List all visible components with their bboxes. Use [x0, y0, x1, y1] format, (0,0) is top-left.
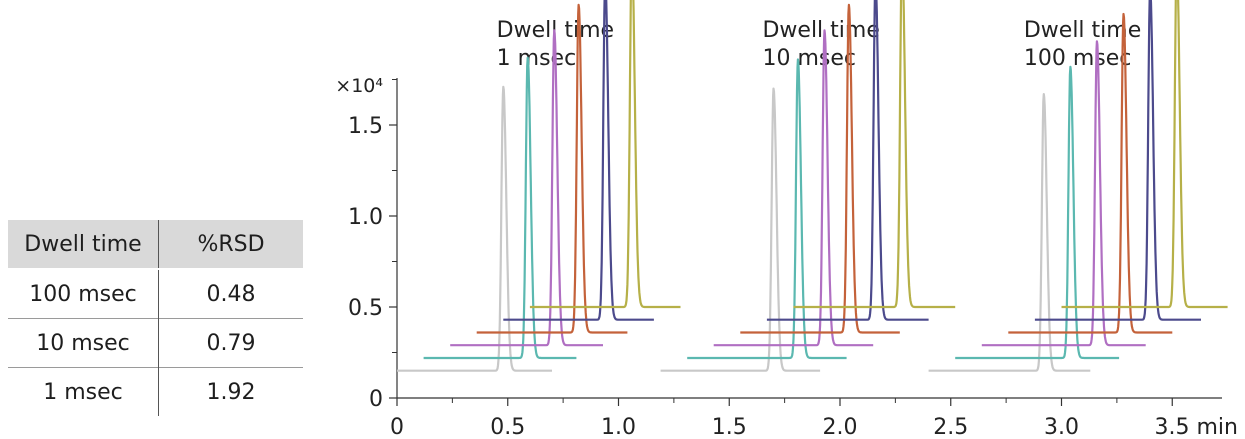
x-tick-label: 1.5 [712, 415, 747, 439]
chromatogram-peak [955, 65, 1120, 360]
chromatogram-peak [713, 29, 874, 347]
y-multiplier-label: ×10⁴ [335, 75, 383, 97]
rsd-table-header-row: Dwell time %RSD [8, 220, 303, 270]
rsd-table-header-rsd: %RSD [158, 220, 303, 270]
chromatogram-peak [1061, 0, 1228, 309]
y-tick-label: 0 [369, 387, 383, 412]
annotation-line2: 10 msec [762, 46, 856, 71]
chromatogram-peak [1008, 12, 1173, 334]
chromatogram-peak [529, 0, 681, 309]
rsd-cell-dwell: 1 msec [8, 367, 159, 416]
annotation-line2: 1 msec [497, 46, 577, 71]
rsd-cell-value: 0.48 [158, 268, 303, 319]
chromatogram-peak [1034, 0, 1201, 321]
y-tick-label: 1.5 [348, 114, 383, 139]
x-tick-label: 3.5 min [1155, 415, 1238, 439]
chromatogram-peak [928, 93, 1091, 372]
x-tick-label: 3.0 [1044, 415, 1079, 439]
rsd-table-row: 1 msec 1.92 [8, 367, 303, 416]
x-tick-label: 2.0 [823, 415, 858, 439]
annotation-line1: Dwell time [762, 18, 879, 43]
chromatogram-peak [423, 56, 577, 360]
chromatogram-peak [740, 3, 900, 334]
x-tick-label: 0 [390, 415, 404, 439]
rsd-cell-dwell: 100 msec [8, 268, 159, 319]
rsd-cell-value: 0.79 [158, 318, 303, 368]
chromatogram-peak [660, 87, 821, 372]
x-tick-label: 0.5 [490, 415, 525, 439]
rsd-table-row: 10 msec 0.79 [8, 318, 303, 368]
annotation-line1: Dwell time [1024, 18, 1141, 43]
rsd-table: Dwell time %RSD 100 msec 0.48 10 msec 0.… [8, 220, 303, 416]
chromatogram-peak [397, 85, 552, 372]
chromatogram-peak [450, 29, 603, 347]
y-tick-label: 1.0 [348, 205, 383, 230]
rsd-cell-value: 1.92 [158, 367, 303, 416]
chromatogram-peak [476, 3, 628, 334]
annotation-line2: 100 msec [1024, 46, 1132, 71]
rsd-cell-dwell: 10 msec [8, 318, 159, 368]
chromatogram-peak [687, 58, 847, 360]
chromatogram-peak [793, 0, 956, 309]
x-tick-label: 2.5 [933, 415, 968, 439]
y-tick-label: 0.5 [348, 296, 383, 321]
x-tick-label: 1.0 [601, 415, 636, 439]
chromatogram-peak [503, 0, 654, 321]
rsd-table-row: 100 msec 0.48 [8, 268, 303, 319]
rsd-table-header-dwell: Dwell time [8, 220, 159, 270]
chromatogram-peak [981, 40, 1146, 347]
chromatogram-peak [766, 0, 929, 321]
